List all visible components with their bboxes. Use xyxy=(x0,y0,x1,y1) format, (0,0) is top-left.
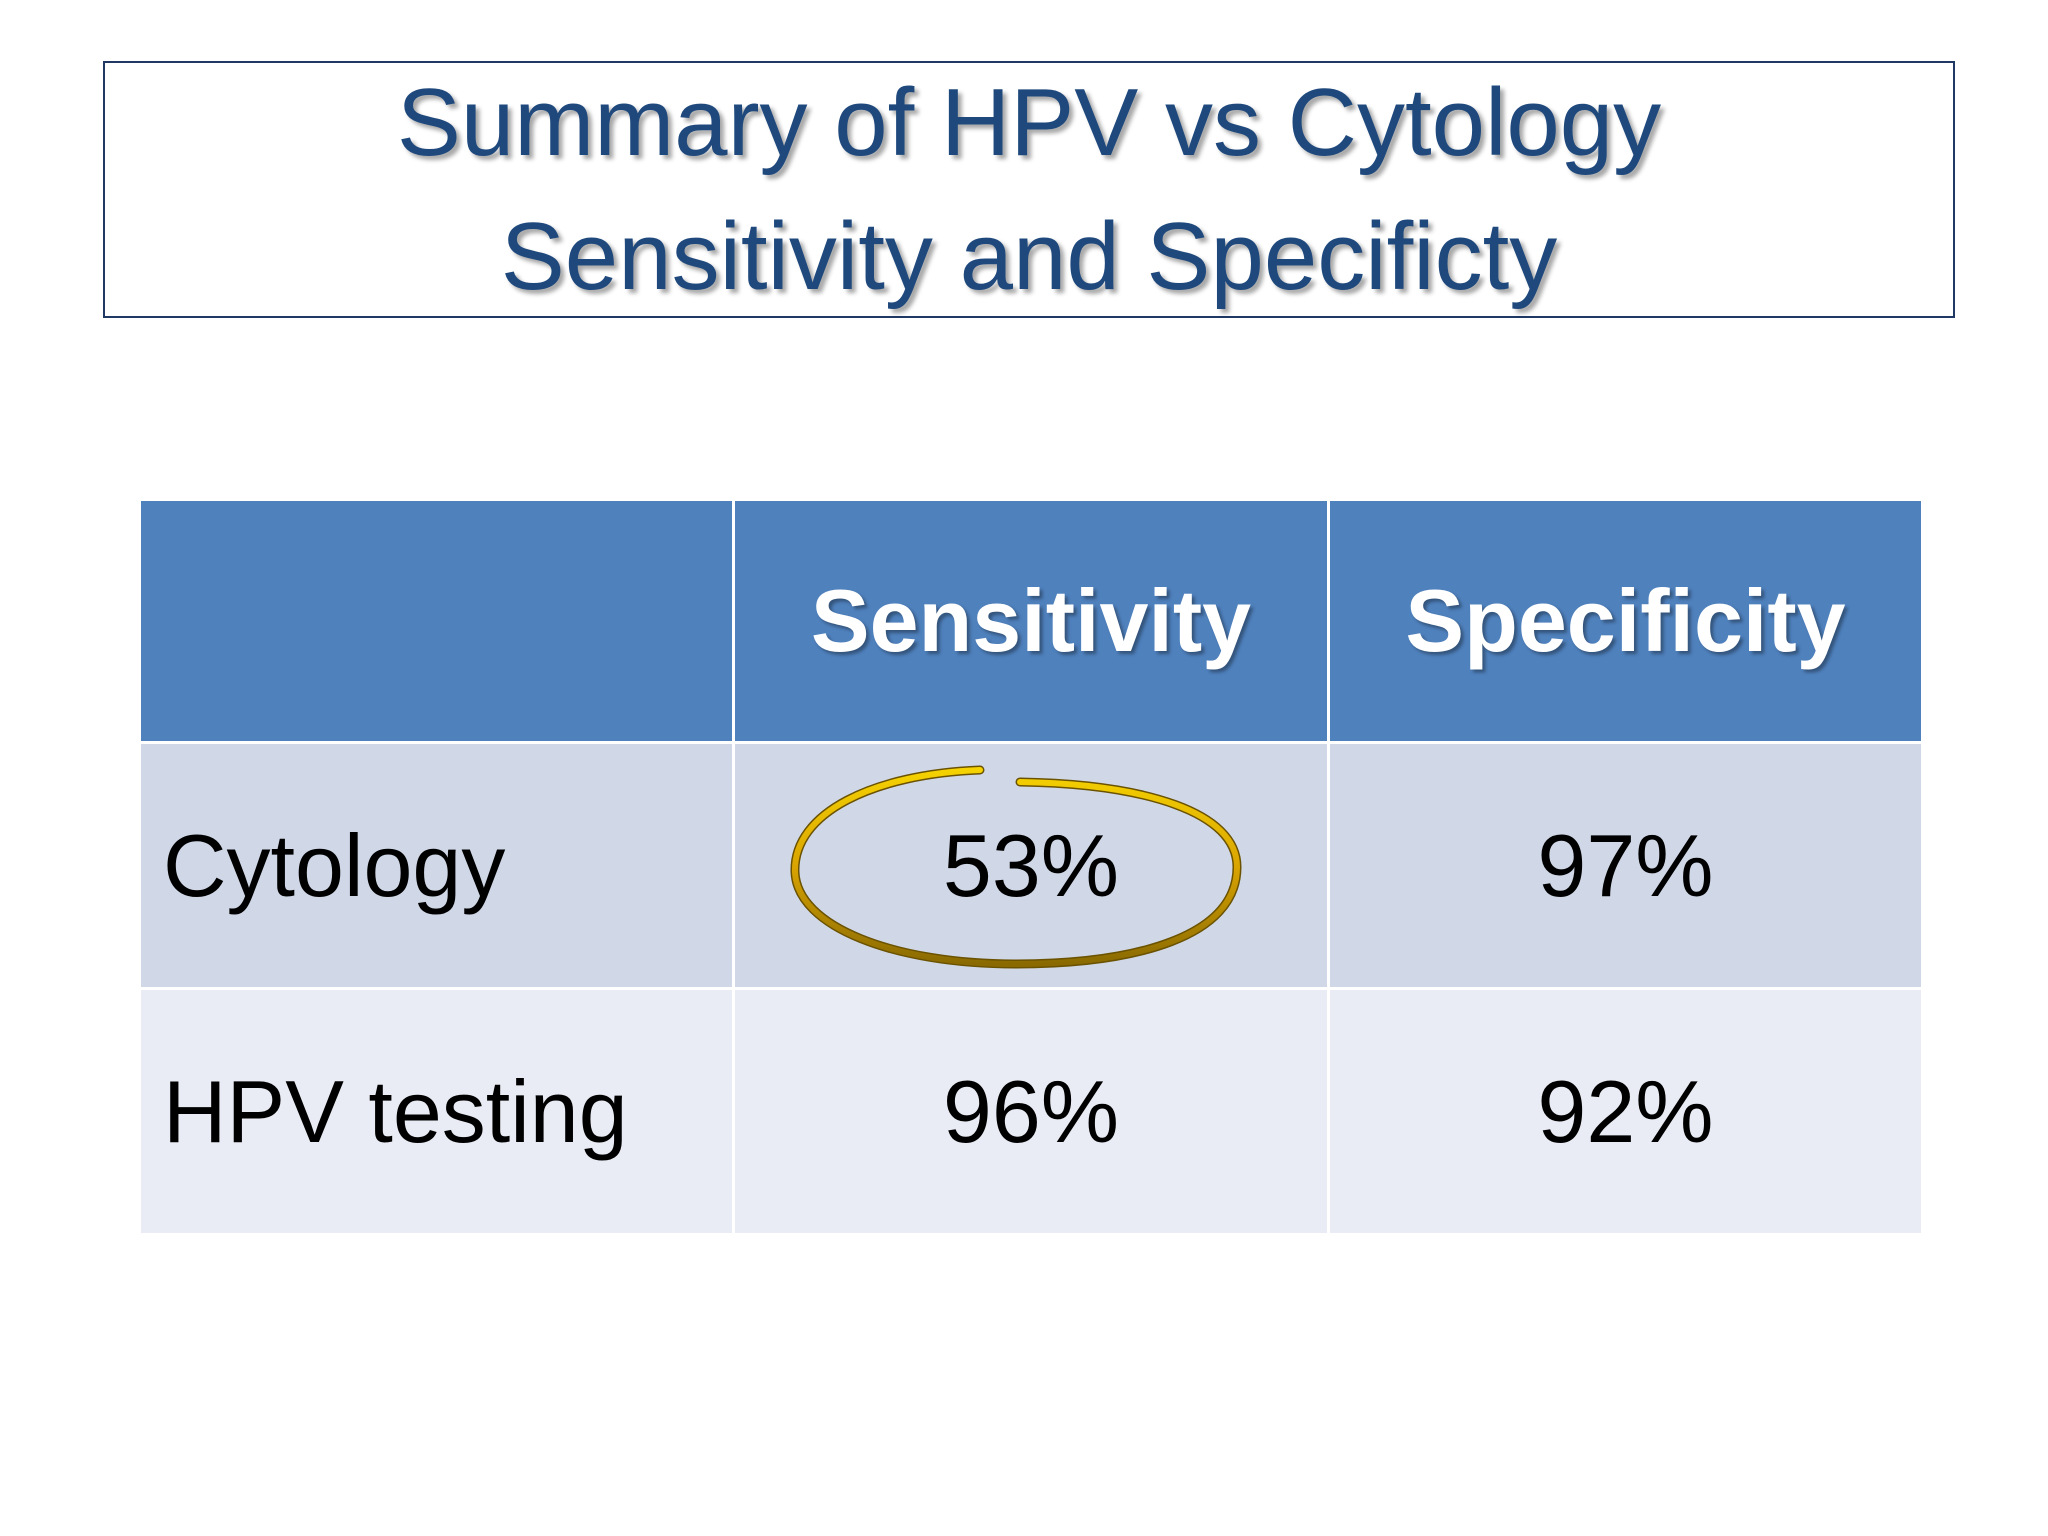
slide-title-line-1: Summary of HPV vs Cytology xyxy=(396,68,1662,176)
cell-hpv-specificity: 92% xyxy=(1327,987,1924,1236)
table-row-hpv-testing: HPV testing 96% 92% xyxy=(138,987,1924,1236)
cell-cytology-specificity: 97% xyxy=(1327,741,1924,990)
value-cytology-sensitivity: 53% xyxy=(942,815,1120,915)
slide-title-box: Summary of HPV vs Cytology Sensitivity a… xyxy=(103,61,1955,318)
cell-cytology-sensitivity: 53% xyxy=(732,741,1330,990)
row-label-cytology: Cytology xyxy=(138,741,735,990)
table-row-cytology: Cytology 53% 97% xyxy=(138,741,1924,990)
header-specificity: Specificity xyxy=(1327,498,1924,744)
cell-hpv-sensitivity: 96% xyxy=(732,987,1330,1236)
comparison-table: Sensitivity Specificity Cytology xyxy=(138,498,1924,1236)
slide-title-line-2: Sensitivity and Specificty xyxy=(500,202,1558,310)
row-label-hpv-testing: HPV testing xyxy=(138,987,735,1236)
header-sensitivity: Sensitivity xyxy=(732,498,1330,744)
table-header-row: Sensitivity Specificity xyxy=(138,498,1924,744)
header-empty-cell xyxy=(138,498,735,744)
